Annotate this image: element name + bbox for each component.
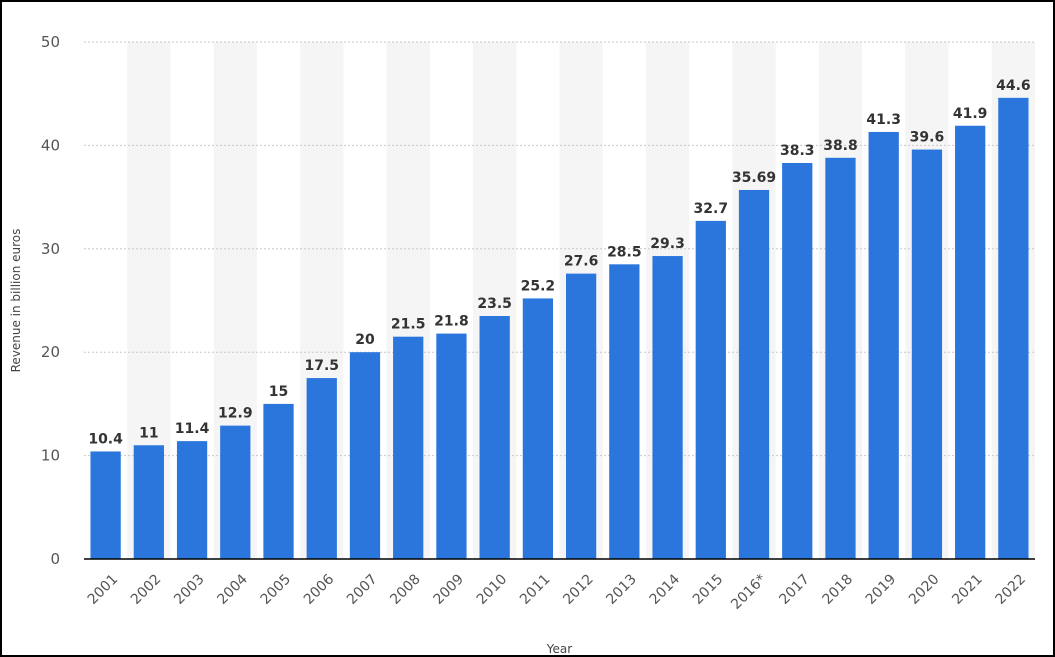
x-tick-label: 2003	[171, 571, 208, 608]
x-tick-label: 2010	[474, 571, 511, 608]
bar-2011	[522, 298, 554, 559]
y-tick-label: 20	[41, 343, 60, 361]
value-label: 12.9	[218, 406, 253, 422]
value-label: 38.3	[780, 143, 815, 159]
x-tick-label: 2005	[258, 571, 295, 608]
bar-2022	[998, 97, 1029, 559]
x-tick-label: 2008	[387, 571, 424, 608]
value-label: 28.5	[607, 244, 642, 260]
y-tick-label: 40	[41, 136, 60, 154]
bar-2020	[911, 149, 943, 559]
bar-2016*	[738, 189, 770, 559]
value-label: 11	[139, 425, 158, 441]
bar-2004	[220, 425, 251, 559]
x-tick-label: 2012	[560, 571, 597, 608]
bar-2002	[133, 445, 164, 559]
y-tick-label: 30	[41, 240, 60, 258]
y-tick-label: 50	[41, 33, 60, 51]
value-label: 10.4	[88, 431, 123, 447]
value-label: 21.8	[434, 314, 469, 330]
bar-2010	[479, 316, 510, 559]
bar-2021	[955, 125, 986, 559]
y-axis-ticks: 0 10 20 30 40 50	[41, 33, 60, 568]
x-tick-label: 2019	[863, 571, 900, 608]
bar-2017	[782, 162, 813, 559]
bar-2019	[868, 131, 899, 559]
value-label: 39.6	[910, 130, 945, 146]
x-tick-label: 2015	[690, 571, 727, 608]
bar-2001	[90, 451, 121, 559]
bar-2018	[825, 157, 856, 560]
x-tick-label: 2006	[301, 571, 338, 608]
bar-2003	[176, 441, 208, 559]
value-label: 21.5	[391, 317, 426, 333]
value-label: 23.5	[477, 296, 512, 312]
x-tick-label: 2016*	[728, 571, 769, 612]
value-label: 25.2	[521, 278, 556, 294]
x-tick-label: 2004	[214, 571, 251, 608]
x-tick-label: 2007	[344, 571, 381, 608]
value-label: 15	[269, 384, 288, 400]
x-tick-label: 2020	[906, 571, 943, 608]
y-tick-label: 10	[41, 447, 60, 465]
x-tick-label: 2009	[431, 571, 468, 608]
value-label: 17.5	[304, 358, 339, 374]
value-label: 11.4	[175, 421, 210, 437]
bar-2013	[609, 264, 640, 559]
x-tick-label: 2011	[517, 571, 554, 608]
value-label: 32.7	[694, 201, 729, 217]
bar-2012	[565, 273, 597, 559]
value-label: 20	[355, 332, 375, 348]
bar-2015	[695, 220, 726, 559]
x-tick-label: 2001	[85, 571, 122, 608]
value-label: 38.8	[823, 138, 858, 154]
x-tick-label: 2002	[128, 571, 165, 608]
bar-2005	[263, 403, 294, 559]
x-tick-label: 2013	[603, 571, 640, 608]
x-tick-label: 2022	[992, 571, 1029, 608]
bar-2008	[393, 336, 424, 559]
value-label: 41.3	[866, 112, 901, 128]
value-label: 44.6	[996, 78, 1031, 94]
value-label: 29.3	[650, 236, 685, 252]
value-label: 35.69	[732, 170, 776, 186]
x-axis-ticks: 2001 2002 2003 2004 2005 2006 2007 2008 2009 2010…	[85, 571, 1029, 613]
x-tick-label: 2017	[776, 571, 813, 608]
value-label: 41.9	[953, 106, 988, 122]
y-tick-label: 0	[50, 550, 60, 568]
x-tick-label: 2014	[647, 571, 684, 608]
x-tick-label: 2021	[949, 571, 986, 608]
x-tick-label: 2018	[820, 571, 857, 608]
y-axis-title: Revenue in billion euros	[9, 229, 23, 373]
bar-2006	[306, 378, 337, 559]
bar-2014	[652, 256, 683, 559]
bar-2009	[436, 333, 467, 559]
bars	[90, 97, 1029, 560]
value-labels: 10.4 11 11.4 12.9 15 17.5 20 21.5 21.8 23.5 25.2 27…	[88, 78, 1030, 448]
value-label: 27.6	[564, 254, 599, 270]
x-axis-title: Year	[546, 642, 572, 655]
bar-2007	[349, 352, 381, 559]
